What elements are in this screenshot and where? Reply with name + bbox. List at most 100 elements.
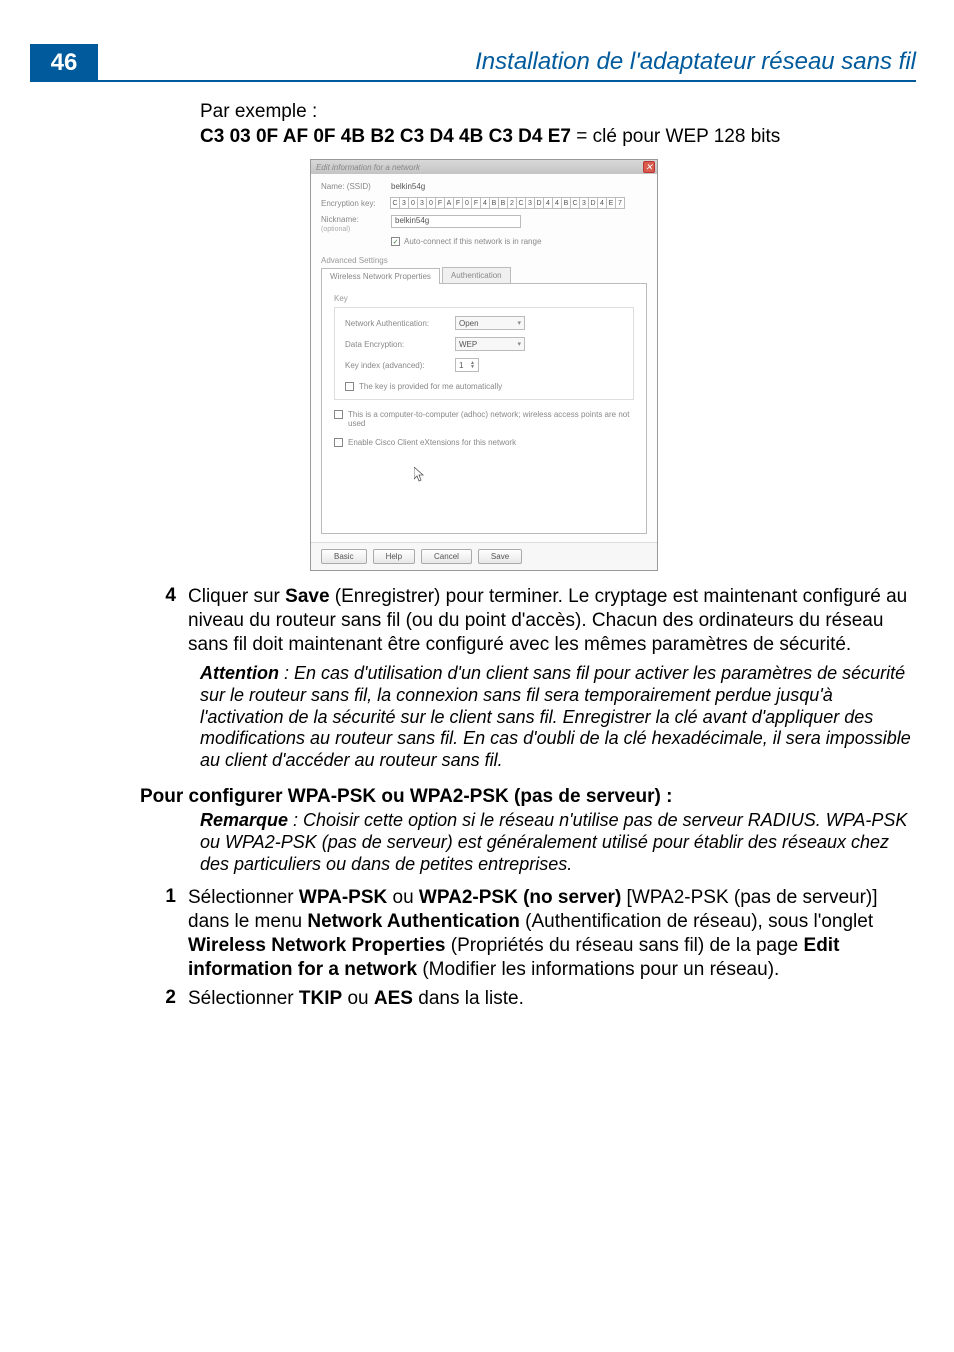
nickname-label: Nickname: (optional) [321,215,391,233]
attention-label: Attention [200,663,279,683]
net-auth-row: Network Authentication: Open ▾ [345,316,623,330]
chevron-down-icon: ▾ [517,319,521,327]
encryption-row: Encryption key: C3030FAF0F4BB2C3D44BC3D4… [321,197,647,209]
dialog-window: Edit information for a network ✕ Name: (… [310,159,658,571]
dialog-title: Edit information for a network [316,163,420,172]
tab-panel: Key Network Authentication: Open ▾ Data … [321,284,647,534]
encryption-label: Encryption key: [321,199,391,208]
step-1-body: Sélectionner WPA-PSK ou WPA2-PSK (no ser… [188,886,916,981]
auto-connect-row[interactable]: ✓ Auto-connect if this network is in ran… [391,237,647,246]
adhoc-label: This is a computer-to-computer (adhoc) n… [348,410,634,428]
step4-text-a: Cliquer sur [188,586,285,607]
data-enc-row: Data Encryption: WEP ▾ [345,337,623,351]
close-icon[interactable]: ✕ [643,161,655,173]
page-number: 46 [30,44,98,82]
dialog-body: Name: (SSID) belkin54g Encryption key: C… [311,174,657,542]
example-key: C3 03 0F AF 0F 4B B2 C3 D4 4B C3 D4 E7 [200,126,571,147]
cisco-row[interactable]: Enable Cisco Client eXtensions for this … [334,438,634,447]
remarque-label: Remarque [200,810,288,830]
nickname-sub: (optional) [321,226,350,233]
s1b4: Wireless Network Properties [188,935,445,956]
s1t2: ou [387,887,419,908]
data-enc-label: Data Encryption: [345,340,455,349]
net-auth-select[interactable]: Open ▾ [455,316,525,330]
key-index-row: Key index (advanced): 1 ▲▼ [345,358,623,372]
cursor-arrow-icon [414,467,426,483]
example-key-line: C3 03 0F AF 0F 4B B2 C3 D4 4B C3 D4 E7 =… [200,125,916,150]
dialog-titlebar: Edit information for a network ✕ [311,160,657,174]
s1t4: (Authentification de réseau), sous l'ong… [520,911,873,932]
save-button[interactable]: Save [478,549,522,564]
s1t1: Sélectionner [188,887,299,908]
tabstrip: Wireless Network Properties Authenticati… [321,267,647,284]
wpa-heading: Pour configurer WPA-PSK ou WPA2-PSK (pas… [140,786,916,808]
cancel-button[interactable]: Cancel [421,549,472,564]
nickname-label-text: Nickname: [321,215,359,224]
name-label: Name: (SSID) [321,182,391,191]
tab-properties[interactable]: Wireless Network Properties [321,268,440,284]
checkbox-empty-icon[interactable] [334,410,343,419]
s1b1: WPA-PSK [299,887,387,908]
key-index-spinner[interactable]: 1 ▲▼ [455,358,479,372]
page-header: 46 Installation de l'adaptateur réseau s… [0,44,954,82]
advanced-settings-label: Advanced Settings [321,256,647,265]
header-title: Installation de l'adaptateur réseau sans… [475,48,916,76]
attention-note: Attention : En cas d'utilisation d'un cl… [200,663,916,773]
net-auth-value: Open [459,319,479,328]
content-area: Par exemple : C3 03 0F AF 0F 4B B2 C3 D4… [200,100,916,1017]
key-index-value: 1 [459,361,463,370]
s2t3: dans la liste. [413,988,524,1009]
name-row: Name: (SSID) belkin54g [321,182,647,191]
step-4-body: Cliquer sur Save (Enregistrer) pour term… [188,585,916,656]
auto-connect-label: Auto-connect if this network is in range [404,237,541,246]
data-enc-value: WEP [459,340,477,349]
s1b3: Network Authentication [307,911,520,932]
step-1-number: 1 [160,886,188,981]
step-1: 1 Sélectionner WPA-PSK ou WPA2-PSK (no s… [160,886,916,981]
checkbox-checked-icon[interactable]: ✓ [391,237,400,246]
basic-button[interactable]: Basic [321,549,367,564]
step4-save: Save [285,586,329,607]
s2t2: ou [342,988,374,1009]
step-2: 2 Sélectionner TKIP ou AES dans la liste… [160,987,916,1011]
dialog-buttons: Basic Help Cancel Save [311,542,657,570]
auto-key-row: The key is provided for me automatically [345,382,623,391]
s1t6: (Modifier les informations pour un résea… [417,959,779,980]
step-2-number: 2 [160,987,188,1011]
help-button[interactable]: Help [373,549,415,564]
steps-after-dialog: 4 Cliquer sur Save (Enregistrer) pour te… [200,585,916,772]
s2t1: Sélectionner [188,988,299,1009]
net-auth-label: Network Authentication: [345,319,455,328]
header-rule [98,80,916,82]
cisco-label: Enable Cisco Client eXtensions for this … [348,438,516,447]
remarque-note: Remarque : Choisir cette option si le ré… [200,810,916,876]
nickname-row: Nickname: (optional) belkin54g [321,215,647,233]
nickname-input[interactable]: belkin54g [391,215,521,228]
s1t5: (Propriétés du réseau sans fil) de la pa… [445,935,803,956]
name-value: belkin54g [391,182,425,191]
encryption-key-boxes[interactable]: C3030FAF0F4BB2C3D44BC3D4E7 [391,197,625,209]
checkbox-empty-icon [345,382,354,391]
checkbox-empty-icon[interactable] [334,438,343,447]
step-2-body: Sélectionner TKIP ou AES dans la liste. [188,987,524,1011]
remarque-text: : Choisir cette option si le réseau n'ut… [200,810,907,874]
spinner-buttons[interactable]: ▲▼ [470,361,475,369]
key-group-label: Key [334,294,634,303]
adhoc-row[interactable]: This is a computer-to-computer (adhoc) n… [334,410,634,428]
example-suffix: = clé pour WEP 128 bits [571,126,780,147]
s2b2: AES [374,988,413,1009]
attention-text: : En cas d'utilisation d'un client sans … [200,663,911,771]
key-index-label: Key index (advanced): [345,361,455,370]
encryption-char-box[interactable]: 7 [615,197,625,209]
data-enc-select[interactable]: WEP ▾ [455,337,525,351]
step-4-number: 4 [160,585,188,656]
dialog-screenshot: Edit information for a network ✕ Name: (… [310,159,658,571]
step-4: 4 Cliquer sur Save (Enregistrer) pour te… [160,585,916,656]
example-intro: Par exemple : [200,100,916,125]
chevron-down-icon: ▾ [517,340,521,348]
auto-key-label: The key is provided for me automatically [359,382,502,391]
s2b1: TKIP [299,988,342,1009]
s1b2: WPA2-PSK (no server) [419,887,621,908]
key-group: Network Authentication: Open ▾ Data Encr… [334,307,634,400]
tab-authentication[interactable]: Authentication [442,267,511,283]
